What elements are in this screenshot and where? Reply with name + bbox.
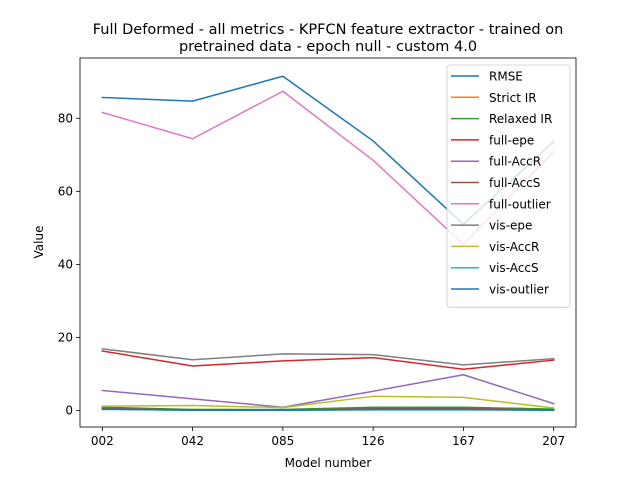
x-axis-label: Model number: [285, 456, 372, 470]
legend-label: full-AccR: [489, 155, 541, 169]
series-line-full-accr: [101, 374, 555, 409]
legend-label: full-epe: [489, 133, 534, 147]
axes-frame: [79, 57, 577, 428]
x-tick-label: 002: [91, 434, 114, 448]
series-line-vis-epe: [101, 347, 555, 366]
legend-label: Strict IR: [489, 91, 537, 105]
x-tick-label: 167: [452, 434, 475, 448]
series-line-full-epe: [101, 350, 555, 371]
x-tick-label: 207: [542, 434, 565, 448]
legend-label: full-outlier: [489, 197, 551, 211]
legend-label: vis-epe: [489, 219, 532, 233]
chart-title-line1: Full Deformed - all metrics - KPFCN feat…: [93, 22, 564, 38]
y-axis-label: Value: [32, 226, 46, 259]
legend-label: RMSE: [489, 70, 523, 84]
legend-label: vis-AccR: [489, 240, 539, 254]
legend-label: full-AccS: [489, 176, 540, 190]
legend: RMSE Strict IR Relaxed IR full-epe full-AccR…: [446, 64, 571, 308]
y-tick-label: 0: [65, 404, 73, 418]
plot-area: 002 042 085 126 167 207 0 20 40 60 80: [58, 57, 577, 448]
x-tick-label: 085: [271, 434, 294, 448]
legend-label: vis-AccS: [489, 261, 539, 275]
x-tick-label: 042: [181, 434, 204, 448]
series-line-vis-accr: [101, 395, 555, 409]
legend-label: Relaxed IR: [489, 112, 552, 126]
y-tick-label: 20: [58, 330, 73, 344]
legend-label: vis-outlier: [489, 283, 549, 297]
series-line-vis-outlier: [101, 408, 555, 411]
x-tick-label: 126: [362, 434, 385, 448]
chart-title-line2: pretrained data - epoch null - custom 4.…: [179, 39, 477, 55]
y-tick-label: 40: [58, 257, 73, 271]
y-tick-label: 80: [58, 111, 73, 125]
y-tick-label: 60: [58, 184, 73, 198]
